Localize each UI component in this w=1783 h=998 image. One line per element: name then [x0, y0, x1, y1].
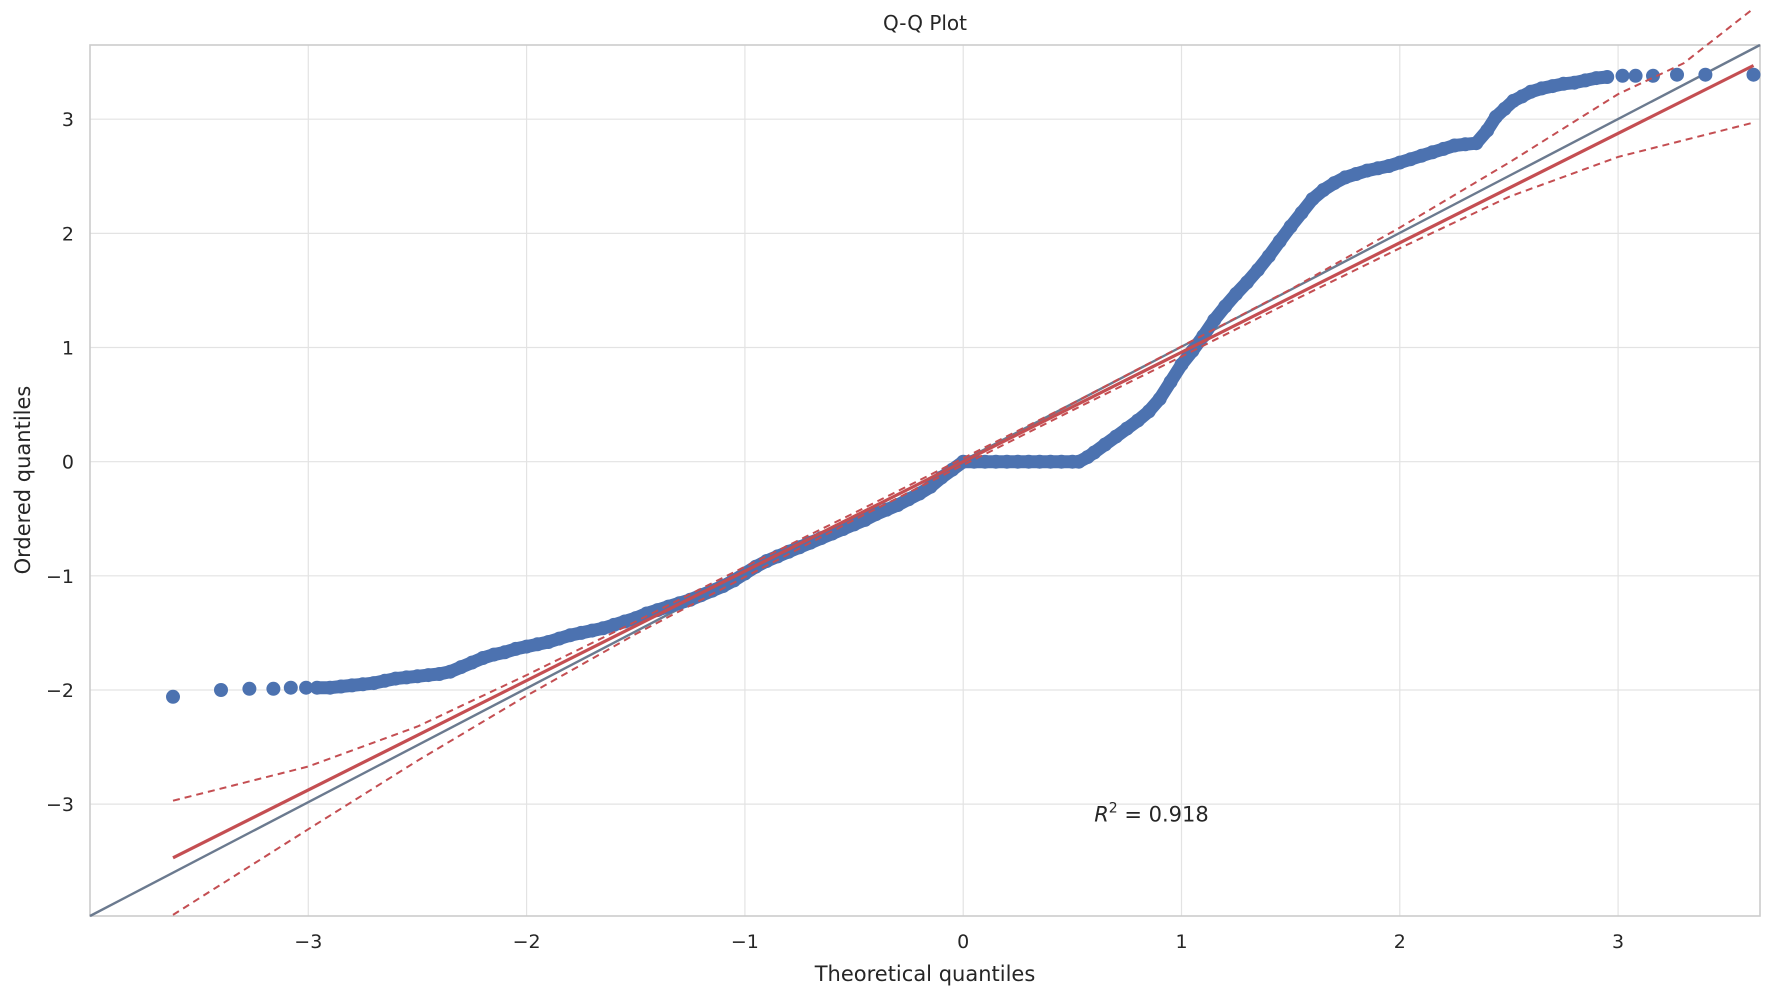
- data-point: [1698, 67, 1713, 82]
- data-point: [1615, 68, 1630, 83]
- confidence-band-upper: [172, 7, 1755, 802]
- chart-title: Q-Q Plot: [883, 11, 967, 35]
- x-axis-label: Theoretical quantiles: [814, 962, 1036, 986]
- x-tick-label: −1: [731, 931, 759, 953]
- y-tick-label: 3: [62, 109, 74, 131]
- tick-labels: −3 −2 −1 0 1 2 3 −3 −2 −1 0 1 2 3: [46, 109, 1624, 953]
- plot-area-frame: [89, 44, 1761, 917]
- y-tick-label: −1: [46, 566, 74, 588]
- data-point: [166, 689, 180, 704]
- y-tick-label: 0: [62, 452, 74, 474]
- r-squared-symbol: R: [1094, 802, 1109, 826]
- y-tick-label: −2: [46, 680, 74, 702]
- x-tick-label: −2: [513, 931, 541, 953]
- x-tick-label: 2: [1394, 931, 1406, 953]
- y-tick-label: 2: [62, 223, 74, 245]
- data-point: [1746, 67, 1761, 82]
- y-tick-label: 1: [62, 338, 74, 360]
- r-squared-superscript: 2: [1109, 800, 1118, 816]
- data-point: [283, 680, 298, 695]
- data-points: [166, 67, 1761, 704]
- y-axis-label: Ordered quantiles: [11, 386, 35, 575]
- data-point: [214, 683, 228, 697]
- r-squared-annotation: R2 = 0.918: [1094, 800, 1209, 826]
- x-tick-label: 0: [957, 931, 969, 953]
- grid-lines: [90, 45, 1760, 916]
- x-tick-label: 1: [1175, 931, 1187, 953]
- data-points-dense-trace: [310, 70, 1614, 695]
- data-point: [1628, 68, 1643, 83]
- fit-line: [172, 64, 1755, 860]
- data-point: [242, 681, 257, 696]
- data-point: [299, 680, 314, 695]
- data-point: [1670, 67, 1684, 82]
- x-tick-label: 3: [1612, 931, 1624, 953]
- y-tick-label: −3: [46, 794, 74, 816]
- data-point: [266, 681, 281, 696]
- r-squared-value: = 0.918: [1118, 802, 1209, 826]
- x-tick-label: −3: [294, 931, 322, 953]
- series-layer: [89, 7, 1761, 918]
- confidence-band-lower: [172, 121, 1754, 916]
